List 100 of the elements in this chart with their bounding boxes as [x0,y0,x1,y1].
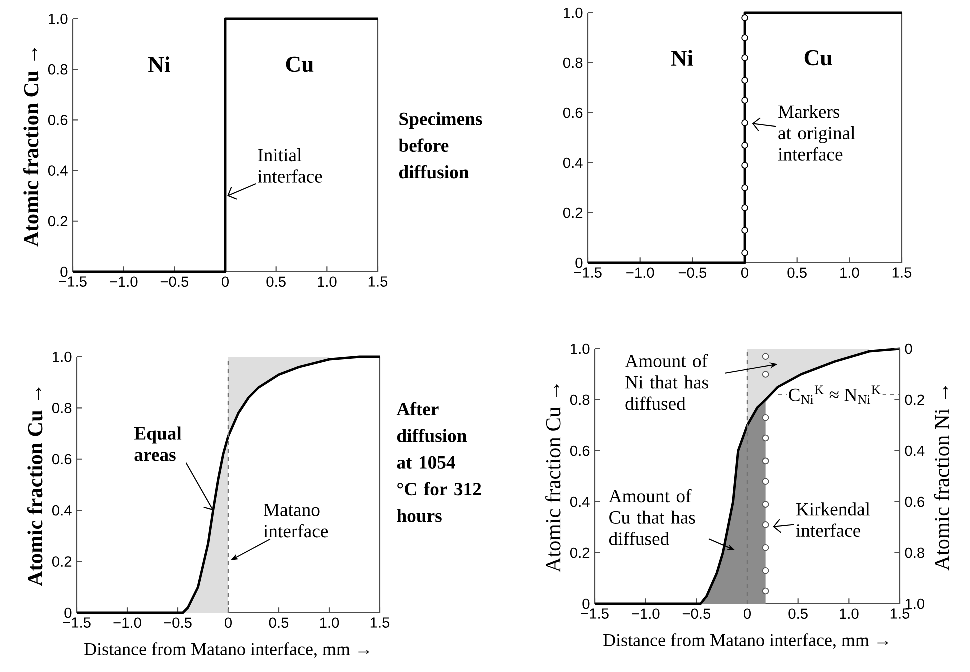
point [742,97,748,104]
y-tick-label: 1.0 [49,14,68,24]
line-series [594,348,902,606]
y-tick-label: 0.6 [570,446,590,456]
x-tick-label: 0.5 [266,276,286,288]
point [762,478,770,485]
point [742,142,748,149]
y2-tick-label: 0.8 [905,548,924,558]
y-tick-label: 0 [582,598,590,610]
x-tick-label: −0.5 [682,608,711,620]
y2-tick-label: 1.0 [906,598,925,610]
x-tick-label: 1.0 [840,608,859,620]
x-tick-label: 0.5 [788,268,807,278]
x-tick-label: −0.5 [160,276,189,288]
point [762,501,770,508]
point [762,353,770,360]
y-tick-label: 0.8 [52,403,72,414]
x-tick-label: −1.0 [626,268,654,278]
text: Specimens before diffusion [398,112,482,179]
y2-tick-label: 0.6 [905,496,924,508]
y2-tick-label: 0.4 [905,446,925,456]
x-tick-label: −1.5 [63,618,91,628]
x-axis-title: Distance from Matano interface, mm → [604,634,888,650]
y-axis-title: Atomic fraction Cu → [23,48,39,247]
x-axis-title: Distance from Matano interface, mm → [84,642,370,658]
y-tick-label: 0.2 [48,216,68,227]
point [762,371,770,378]
y-tick-label: 0.2 [563,208,583,218]
point [762,434,770,442]
annotation: Ni [148,56,170,72]
point [742,204,748,212]
x-tick-label: −1.5 [59,276,87,287]
annotation: Amount of Cu that has diffused [608,489,696,546]
point [742,250,748,256]
x-tick-label: 0 [744,608,751,620]
y-tick-label: 1.0 [571,344,590,354]
point [742,227,748,234]
ref-line-label: Matano interface [264,504,328,538]
y-tick-label: 0.8 [570,394,590,406]
point [742,184,748,192]
annotation: Kirkendal interface [796,502,870,538]
x-tick-label: −0.5 [678,268,707,278]
annotation: Cu [804,50,832,66]
point [742,77,748,84]
y-tick-label: 0.6 [48,115,68,126]
y-tick-label: 0.6 [52,454,72,465]
y-tick-label: 0.8 [563,58,583,68]
x-tick-label: −0.5 [164,618,192,628]
x-tick-label: −1.5 [574,268,602,278]
x-tick-label: 1.0 [318,276,337,288]
x-tick-label: −1.0 [114,618,142,628]
point [742,54,748,62]
y-tick-label: 1.0 [53,352,72,362]
x-tick-label: 0 [222,276,229,288]
point [762,458,770,465]
x-tick-label: 1.5 [368,276,388,287]
annotation: Ni [671,50,694,66]
point [762,588,770,595]
y-tick-label: 0.4 [52,505,72,516]
point [742,14,748,22]
y-tick-label: 0.4 [563,158,583,168]
annotation: Initial interface [258,148,322,183]
y-axis-title: Atomic fraction Cu → [546,384,561,573]
ref-line-label: C$_{Ni}$$^{K}$ ≈ N$_{Ni}$K [789,386,881,404]
text: After diffusion at 1054 °C for 312 hours [396,402,482,522]
point [742,120,748,126]
point [742,162,748,169]
x-tick-label: 0.5 [269,618,289,628]
x-tick-label: 1.0 [840,268,860,278]
y-tick-label: 0 [576,258,583,268]
x-tick-label: 1.0 [320,618,340,628]
y-tick-label: 0.4 [570,496,590,508]
y-tick-label: 0.2 [52,556,72,567]
y-tick-label: 0.4 [48,166,68,176]
point [762,544,770,552]
point [762,567,770,574]
x-tick-label: −1.0 [632,608,660,620]
annotation: Amount of Ni that has diffused [625,354,708,410]
x-tick-label: 1.5 [370,618,390,628]
x-tick-label: −1.5 [581,608,609,619]
x-tick-label: 1.5 [892,268,912,278]
point [742,34,748,42]
y-tick-label: 0.2 [570,548,590,558]
y-tick-label: 0.6 [563,108,583,118]
y2-axis-title: Atomic fraction Ni → [934,386,950,571]
y-tick-label: 1.0 [564,8,583,18]
y-axis-title: Atomic fraction Cu → [27,388,43,586]
point [762,414,770,422]
annotation: Cu [286,56,314,72]
x-tick-label: 0.5 [788,608,808,620]
y2-tick-label: 0.2 [905,394,924,406]
y-tick-label: 0.8 [48,64,68,75]
y2-tick-label: 0 [905,344,912,354]
annotation: Equal areas [134,426,182,462]
x-tick-label: −1.0 [110,276,138,288]
annotation: Markers at original interface [778,105,856,161]
x-tick-label: 1.5 [890,608,910,619]
x-tick-label: 0 [224,618,232,628]
point [762,522,770,528]
x-tick-label: 0 [741,268,748,278]
